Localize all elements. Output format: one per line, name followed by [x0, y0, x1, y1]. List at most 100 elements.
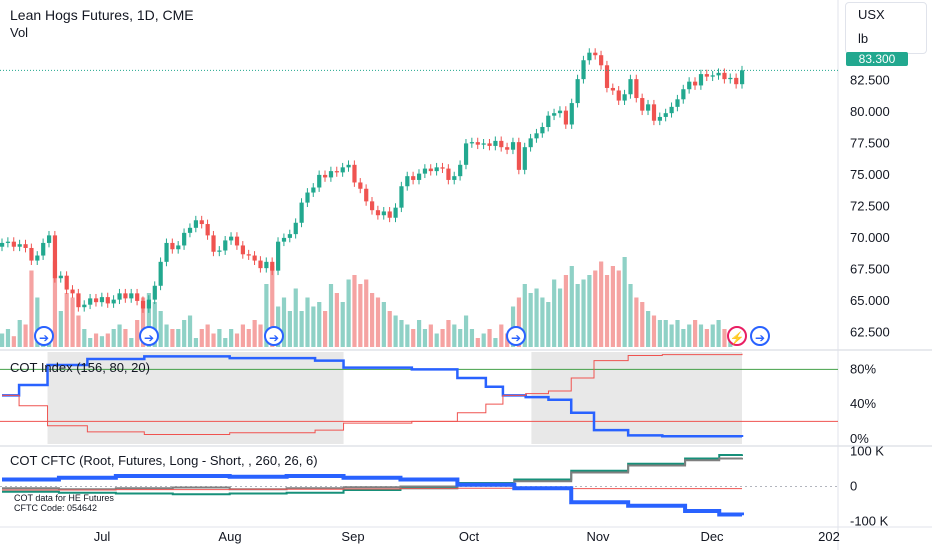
candle-body[interactable]	[728, 77, 733, 80]
candle-body[interactable]	[740, 70, 745, 85]
candle-body[interactable]	[405, 176, 410, 187]
candle-body[interactable]	[170, 242, 175, 250]
candle-body[interactable]	[458, 164, 463, 177]
candle-body[interactable]	[152, 285, 157, 300]
candle-body[interactable]	[593, 52, 598, 56]
candle-body[interactable]	[487, 143, 492, 146]
candle-body[interactable]	[240, 245, 245, 255]
candle-body[interactable]	[140, 300, 146, 309]
candle-body[interactable]	[199, 220, 204, 225]
lightning-icon[interactable]: ⚡	[727, 326, 747, 346]
candle-body[interactable]	[693, 81, 698, 86]
candle-body[interactable]	[651, 104, 657, 121]
candle-body[interactable]	[516, 142, 522, 170]
candle-body[interactable]	[599, 55, 604, 66]
candle-body[interactable]	[35, 255, 40, 261]
candle-body[interactable]	[422, 168, 428, 174]
candle-body[interactable]	[52, 235, 58, 279]
candle-body[interactable]	[158, 261, 163, 286]
candle-body[interactable]	[234, 236, 240, 246]
candle-body[interactable]	[657, 116, 662, 121]
candle-body[interactable]	[76, 293, 81, 308]
candle-body[interactable]	[229, 236, 234, 241]
candle-body[interactable]	[493, 140, 498, 146]
candle-body[interactable]	[129, 293, 134, 299]
candle-body[interactable]	[428, 168, 433, 172]
candle-body[interactable]	[105, 297, 110, 304]
candle-body[interactable]	[469, 142, 475, 144]
candle-body[interactable]	[276, 241, 281, 271]
candle-body[interactable]	[446, 168, 451, 180]
candle-body[interactable]	[358, 182, 363, 189]
candle-body[interactable]	[370, 201, 375, 211]
candle-body[interactable]	[17, 244, 22, 247]
candle-body[interactable]	[716, 72, 721, 76]
candle-body[interactable]	[734, 77, 739, 85]
candle-body[interactable]	[317, 174, 322, 188]
candle-body[interactable]	[340, 167, 345, 173]
candle-body[interactable]	[546, 115, 551, 128]
candle-body[interactable]	[311, 187, 316, 193]
candle-body[interactable]	[704, 74, 709, 77]
candle-body[interactable]	[381, 211, 386, 216]
candle-body[interactable]	[640, 98, 645, 111]
candle-body[interactable]	[117, 293, 122, 300]
candle-body[interactable]	[452, 176, 457, 180]
candle-body[interactable]	[5, 241, 11, 243]
candle-body[interactable]	[58, 275, 63, 279]
event-marker-icon[interactable]: ➔	[34, 326, 54, 346]
candle-body[interactable]	[575, 79, 580, 104]
candle-body[interactable]	[698, 74, 704, 86]
candle-body[interactable]	[522, 147, 527, 170]
candle-body[interactable]	[246, 254, 251, 256]
candle-body[interactable]	[29, 247, 34, 261]
cot-cftc-pane-title[interactable]: COT CFTC (Root, Futures, Long - Short, ,…	[10, 453, 318, 468]
candle-body[interactable]	[305, 192, 310, 203]
candle-body[interactable]	[70, 289, 75, 294]
candle-body[interactable]	[387, 211, 392, 218]
candle-body[interactable]	[411, 176, 416, 180]
candle-body[interactable]	[0, 242, 5, 247]
candle-body[interactable]	[364, 188, 369, 202]
candle-body[interactable]	[505, 147, 510, 150]
candle-body[interactable]	[164, 242, 169, 262]
candle-body[interactable]	[64, 275, 69, 290]
candle-body[interactable]	[399, 186, 404, 208]
candle-body[interactable]	[416, 173, 422, 180]
candle-body[interactable]	[528, 138, 533, 148]
event-marker-icon[interactable]: ➔	[506, 326, 526, 346]
candle-body[interactable]	[510, 142, 516, 150]
unit-label[interactable]: lb	[858, 31, 869, 46]
candle-body[interactable]	[681, 89, 686, 100]
candle-body[interactable]	[628, 79, 633, 95]
candle-body[interactable]	[211, 235, 216, 252]
candle-body[interactable]	[687, 81, 692, 90]
candle-body[interactable]	[675, 99, 680, 107]
candle-body[interactable]	[663, 113, 668, 117]
currency-label[interactable]: USX	[858, 7, 885, 22]
candle-body[interactable]	[46, 235, 52, 243]
candle-body[interactable]	[223, 240, 228, 251]
candle-body[interactable]	[375, 210, 381, 216]
candle-body[interactable]	[534, 133, 539, 139]
event-marker-icon[interactable]: ➔	[264, 326, 284, 346]
candle-body[interactable]	[217, 250, 222, 252]
candle-body[interactable]	[540, 127, 545, 134]
candle-body[interactable]	[323, 174, 328, 178]
candle-body[interactable]	[299, 202, 304, 223]
candle-body[interactable]	[93, 298, 99, 303]
candle-body[interactable]	[187, 227, 193, 233]
candle-body[interactable]	[393, 207, 398, 218]
candle-body[interactable]	[616, 90, 621, 101]
candle-body[interactable]	[88, 298, 93, 305]
candle-body[interactable]	[41, 242, 46, 256]
candle-body[interactable]	[710, 75, 715, 77]
candle-body[interactable]	[293, 222, 298, 235]
candle-body[interactable]	[352, 164, 357, 183]
candle-body[interactable]	[176, 245, 181, 250]
candle-body[interactable]	[205, 224, 210, 236]
candle-body[interactable]	[23, 244, 28, 248]
currency-unit-selector[interactable]: USX lb	[845, 2, 927, 54]
event-marker-icon[interactable]: ➔	[139, 326, 159, 346]
